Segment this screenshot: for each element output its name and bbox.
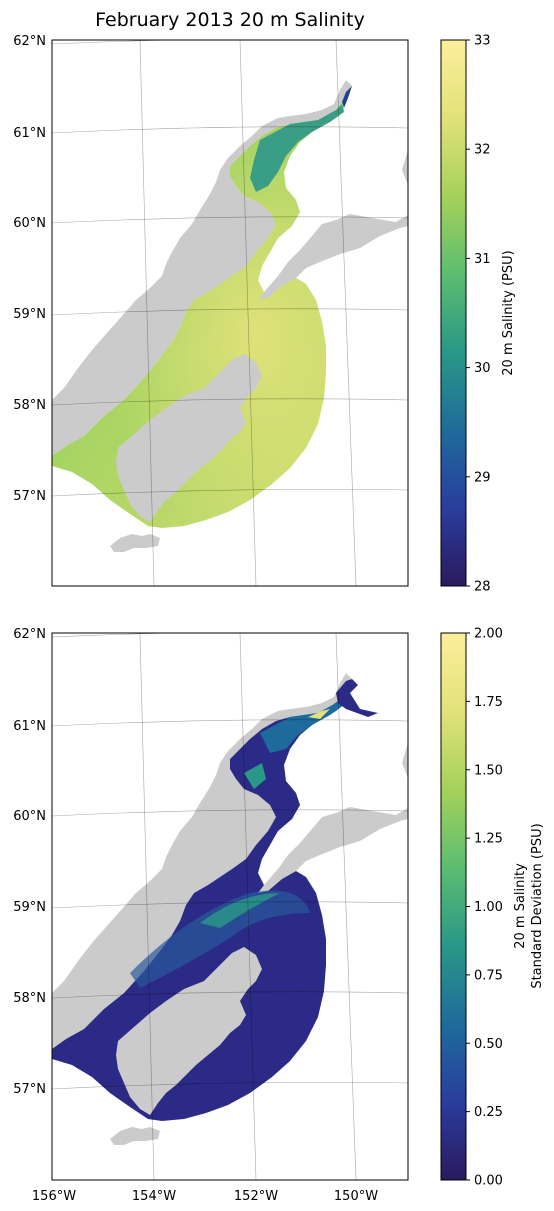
colorbar-mean-ticks: 28 29 30 31 32 33 (466, 34, 491, 595)
colorbar-tick-label: 1.25 (474, 832, 503, 847)
cook-inlet-low-salinity (250, 104, 344, 192)
lat-label: 59°N (13, 900, 46, 915)
colorbar-tick-label: 2.00 (474, 627, 503, 642)
std-max-patch (308, 709, 330, 719)
colorbar-std-label-line1: 20 m Salinity (513, 863, 528, 949)
colorbar-tick-label: 28 (474, 580, 491, 595)
colorbar-tick-label: 0.25 (474, 1105, 503, 1120)
lon-label: 156°W (32, 1189, 76, 1204)
lat-labels: 62°N 61°N 60°N 59°N 58°N 57°N (13, 34, 46, 504)
colorbar-std-label-line2: Standard Deviation (PSU) (530, 823, 545, 988)
lat-label: 58°N (13, 991, 46, 1006)
map-panel-mean: 62°N 61°N 60°N 59°N 58°N 57°N 28 29 30 31 32… (13, 34, 516, 595)
map-frame (51, 39, 409, 587)
lat-label: 62°N (13, 34, 46, 49)
lon-label: 152°W (234, 1189, 278, 1204)
map-panel-std: 62°N 61°N 60°N 59°N 58°N 57°N 156°W 154°… (13, 627, 545, 1205)
colorbar-std (440, 632, 467, 1181)
lon-label: 150°W (334, 1189, 378, 1204)
colorbar-mean-label: 20 m Salinity (PSU) (501, 250, 516, 375)
figure-title: February 2013 20 m Salinity (95, 9, 365, 31)
inlet-arm (336, 679, 378, 717)
colorbar-tick-label: 32 (474, 143, 491, 158)
colorbar-tick-label: 1.50 (474, 763, 503, 778)
map-frame (51, 632, 409, 1181)
lat-label: 57°N (13, 1082, 46, 1097)
std-inlet-patch (244, 763, 266, 789)
lat-label: 58°N (13, 398, 46, 413)
lat-label: 57°N (13, 489, 46, 504)
lat-label: 61°N (13, 126, 46, 141)
colorbar-tick-label: 30 (474, 361, 491, 376)
lat-labels: 62°N 61°N 60°N 59°N 58°N 57°N (13, 627, 46, 1097)
lat-label: 61°N (13, 719, 46, 734)
lon-label: 154°W (132, 1189, 176, 1204)
lat-label: 62°N (13, 627, 46, 642)
lat-label: 60°N (13, 216, 46, 231)
lat-label: 60°N (13, 809, 46, 824)
graticule (52, 633, 408, 1180)
lat-label: 59°N (13, 307, 46, 322)
colorbar-tick-label: 0.50 (474, 1037, 503, 1052)
colorbar-tick-label: 33 (474, 34, 491, 49)
inlet-head-low-salinity (342, 86, 352, 108)
std-moderate-band (130, 890, 310, 988)
lon-labels: 156°W 154°W 152°W 150°W (32, 1189, 378, 1204)
colorbar-tick-label: 31 (474, 252, 491, 267)
colorbar-tick-label: 0.00 (474, 1174, 503, 1189)
colorbar-tick-label: 1.00 (474, 900, 503, 915)
colorbar-tick-label: 29 (474, 470, 491, 485)
graticule (52, 40, 408, 586)
std-high-band (200, 893, 280, 928)
colorbar-std-ticks: 0.00 0.25 0.50 0.75 1.00 1.25 1.50 1.75 2.00 (466, 627, 503, 1189)
colorbar-tick-label: 1.75 (474, 695, 503, 710)
colorbar-mean (440, 39, 467, 587)
colorbar-tick-label: 0.75 (474, 968, 503, 983)
